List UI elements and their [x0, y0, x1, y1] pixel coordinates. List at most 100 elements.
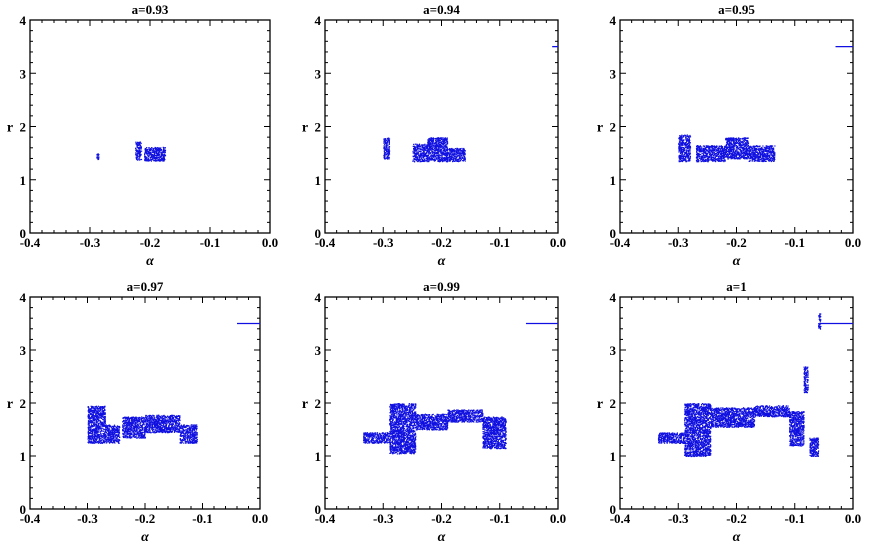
data-point [687, 145, 689, 148]
data-point [745, 140, 747, 142]
data-point [430, 144, 432, 146]
data-point [720, 148, 722, 150]
data-point [418, 149, 420, 151]
data-point [94, 407, 96, 409]
data-point [432, 137, 434, 139]
data-point [757, 158, 759, 160]
data-point [93, 433, 95, 436]
data-point [427, 139, 429, 141]
data-point [91, 409, 93, 411]
data-point [685, 144, 687, 146]
data-point [421, 146, 423, 149]
y-axis-label: r [7, 121, 13, 136]
data-point [102, 433, 104, 435]
data-point [765, 145, 767, 147]
data-point [162, 160, 164, 162]
data-point [91, 433, 93, 435]
data-point [424, 160, 426, 162]
data-point [104, 436, 106, 438]
data-point [90, 426, 92, 428]
data-point [442, 157, 444, 159]
data-point [103, 421, 105, 423]
data-point [452, 153, 454, 155]
data-point [705, 145, 707, 147]
data-point [154, 160, 157, 162]
data-point [164, 151, 166, 154]
data-point [456, 155, 458, 157]
data-point [754, 157, 756, 159]
data-point [444, 153, 446, 155]
data-point [743, 153, 745, 155]
data-point [102, 413, 104, 415]
data-point [97, 413, 100, 415]
data-point [762, 149, 764, 151]
data-point [713, 145, 715, 147]
scatter-points [383, 137, 466, 163]
data-point [746, 145, 748, 147]
data-point [441, 147, 443, 149]
data-point [717, 152, 719, 154]
data-point [385, 146, 387, 148]
data-point [732, 157, 734, 159]
data-point [138, 153, 140, 156]
data-point [729, 146, 732, 148]
data-point [749, 152, 751, 154]
data-point [746, 148, 748, 150]
data-point [678, 146, 680, 148]
data-point [445, 159, 447, 161]
data-point [449, 160, 451, 162]
data-point [427, 140, 429, 142]
data-point [762, 160, 764, 162]
data-point [385, 152, 387, 154]
data-point [436, 145, 438, 147]
data-point [452, 160, 455, 162]
data-point [428, 151, 430, 153]
data-point [433, 144, 435, 147]
data-point [103, 428, 105, 430]
data-point [151, 156, 153, 158]
data-point [426, 155, 428, 157]
y-tick-label: 4 [610, 13, 617, 28]
data-point [90, 440, 92, 442]
data-point [723, 160, 725, 162]
data-point [680, 150, 682, 152]
data-point [419, 153, 421, 155]
data-point [730, 139, 732, 141]
data-point [445, 150, 447, 152]
data-point [152, 151, 154, 153]
data-point [426, 146, 428, 148]
data-point [760, 148, 762, 150]
data-point [749, 160, 751, 162]
data-point [96, 424, 98, 426]
data-point [687, 160, 689, 162]
data-point [427, 148, 429, 150]
data-point [436, 138, 438, 140]
data-point [749, 147, 751, 149]
data-point [759, 148, 761, 150]
data-point [96, 156, 99, 158]
data-point [737, 138, 739, 140]
data-point [763, 153, 765, 155]
data-point [722, 148, 724, 150]
data-point [97, 437, 99, 439]
data-point [682, 142, 684, 144]
data-point [703, 147, 705, 149]
data-point [96, 157, 98, 159]
data-point [94, 431, 96, 433]
data-point [444, 137, 446, 139]
data-point [443, 138, 445, 140]
data-point [164, 153, 166, 155]
data-point [680, 149, 682, 151]
data-point [416, 149, 418, 151]
data-point [423, 146, 425, 148]
data-point [99, 406, 101, 408]
data-point [726, 156, 728, 158]
data-point [436, 145, 438, 147]
data-point [383, 148, 385, 150]
data-point [721, 147, 723, 150]
data-point [420, 160, 422, 162]
data-point [446, 152, 449, 155]
data-point [703, 160, 705, 162]
data-point [430, 157, 432, 159]
